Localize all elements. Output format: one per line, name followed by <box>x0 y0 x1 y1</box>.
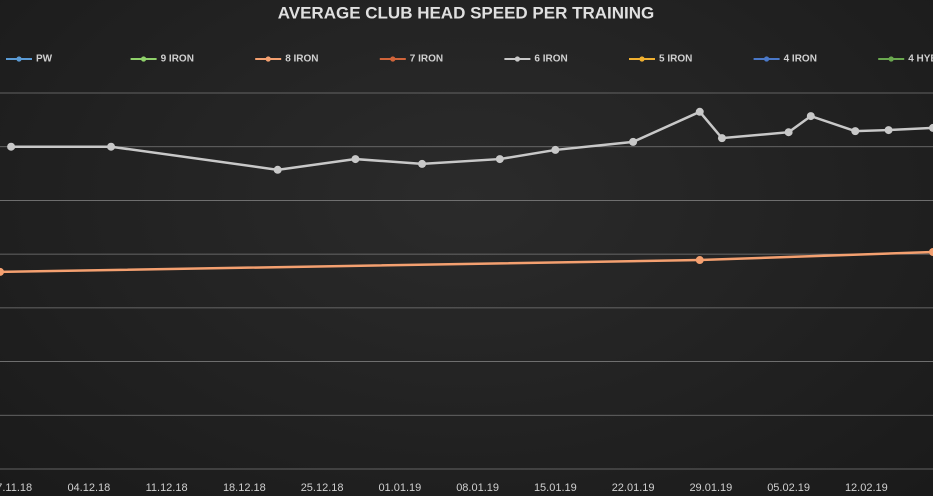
data-point <box>107 142 116 151</box>
legend-marker <box>639 56 645 62</box>
series-line <box>0 250 933 274</box>
legend-label: 4 HYBRI <box>908 54 933 65</box>
legend-marker <box>265 56 271 62</box>
legend-label: 7 IRON <box>410 54 443 65</box>
x-tick-label: 15.01.19 <box>534 482 577 494</box>
x-tick-label: 18.12.18 <box>223 482 266 494</box>
series-line <box>11 110 933 172</box>
data-point <box>929 247 933 256</box>
x-tick-label: 12.02.19 <box>845 482 888 494</box>
data-point <box>784 128 793 137</box>
data-point <box>418 159 427 168</box>
x-tick-label: 29.01.19 <box>689 482 732 494</box>
data-point <box>851 127 860 136</box>
data-point <box>351 155 360 164</box>
legend-marker <box>514 56 521 62</box>
x-tick-label: 01.01.19 <box>378 482 421 494</box>
data-point <box>695 256 704 265</box>
x-tick-label: 27.11.18 <box>0 482 32 494</box>
x-tick-label: 08.01.19 <box>456 482 499 494</box>
data-point <box>7 142 16 151</box>
data-point <box>551 145 560 154</box>
data-point <box>806 112 815 121</box>
data-point <box>629 137 638 146</box>
legend-label: 4 IRON <box>784 54 817 65</box>
data-point <box>495 155 504 164</box>
x-tick-label: 25.12.18 <box>301 482 344 494</box>
chart-title: AVERAGE CLUB HEAD SPEED PER TRAINING <box>278 3 655 22</box>
legend-marker <box>16 56 22 62</box>
data-point <box>695 107 704 116</box>
legend-label: 9 IRON <box>161 54 194 65</box>
x-tick-label: 22.01.19 <box>612 482 655 494</box>
legend-label: 5 IRON <box>659 54 692 65</box>
legend-label: PW <box>36 54 53 65</box>
legend-marker <box>764 56 770 62</box>
data-point <box>0 267 4 276</box>
x-tick-label: 11.12.18 <box>146 482 188 494</box>
legend-label: 6 IRON <box>534 54 567 65</box>
legend-marker <box>390 56 396 62</box>
x-tick-label: 05.02.19 <box>767 482 810 494</box>
legend-marker <box>888 56 894 62</box>
data-point <box>717 134 726 143</box>
data-point <box>884 126 893 135</box>
x-tick-label: 04.12.18 <box>67 482 110 494</box>
data-point <box>929 123 933 132</box>
legend-marker <box>141 56 147 62</box>
data-point <box>273 165 282 174</box>
legend-label: 8 IRON <box>285 54 318 65</box>
